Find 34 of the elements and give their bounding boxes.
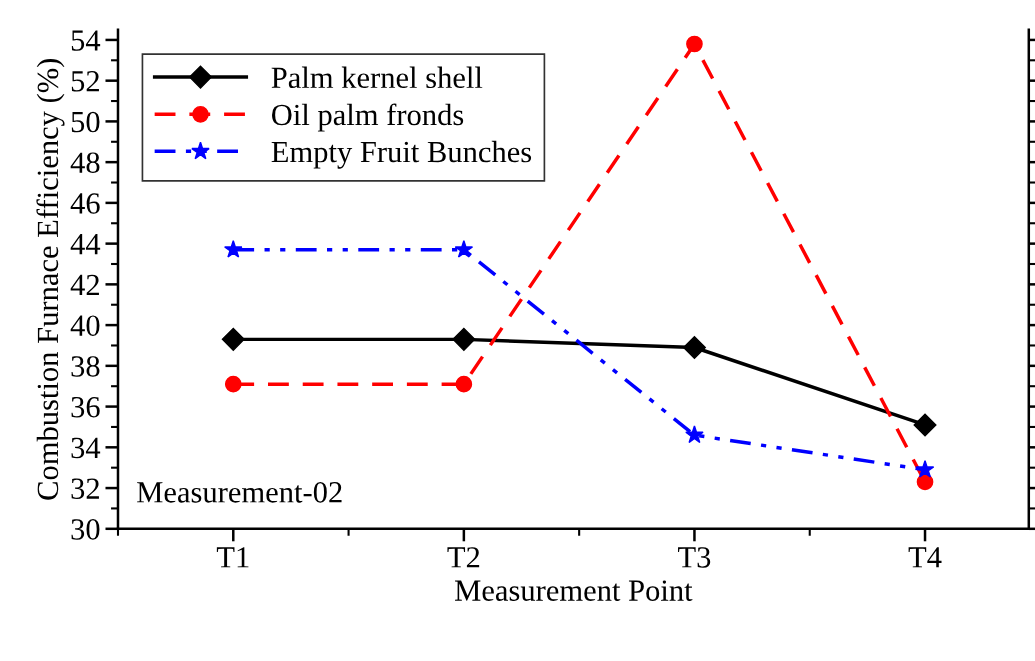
annotation: Measurement-02 xyxy=(137,482,342,503)
y-tick-label: 46 xyxy=(70,193,100,214)
point xyxy=(454,240,474,258)
x-tick-label: T3 xyxy=(678,547,711,568)
point xyxy=(686,35,703,53)
y-tick-label: 54 xyxy=(71,30,101,51)
y-tick-label: 32 xyxy=(71,478,99,499)
point xyxy=(685,425,704,444)
point xyxy=(224,375,242,393)
legend-label: Empty Fruit Bunches xyxy=(271,140,532,169)
y-tick-label: 38 xyxy=(71,356,100,377)
x-axis-title: Measurement Point xyxy=(455,580,693,601)
y-axis-title: Combustion Furnace Efficiency (%) xyxy=(36,59,65,500)
point xyxy=(682,336,706,360)
point xyxy=(915,460,935,478)
point xyxy=(452,327,476,351)
legend-label: Palm kernel shell xyxy=(271,66,483,89)
point xyxy=(223,240,243,258)
y-tick-label: 42 xyxy=(70,274,99,295)
y-tick-label: 52 xyxy=(71,71,99,92)
y-tick-label: 44 xyxy=(70,234,101,255)
x-tick-label: T4 xyxy=(908,547,942,568)
y-tick-label: 48 xyxy=(70,152,100,174)
point xyxy=(455,375,473,393)
y-tick-label: 36 xyxy=(71,396,100,418)
point xyxy=(221,327,245,351)
x-tick-label: T2 xyxy=(447,547,480,568)
y-tick-label: 34 xyxy=(71,437,101,459)
y-tick-label: 30 xyxy=(71,519,100,540)
legend-label: Oil palm fronds xyxy=(272,103,464,132)
y-tick-label: 50 xyxy=(71,111,100,133)
y-tick-label: 40 xyxy=(70,315,100,337)
point xyxy=(913,413,937,437)
x-tick-label: T1 xyxy=(216,547,249,568)
